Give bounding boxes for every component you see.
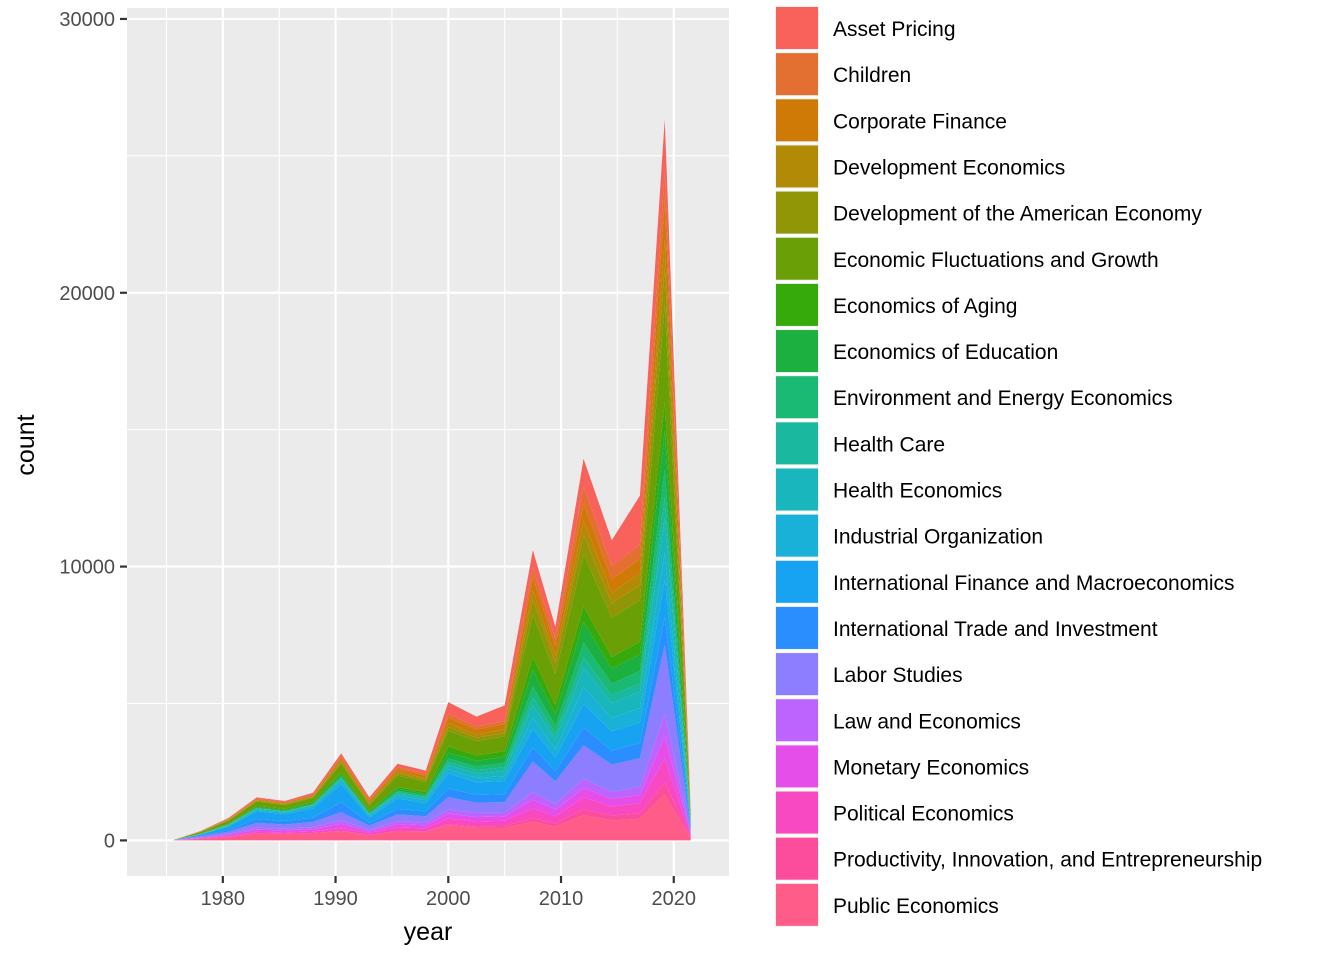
y-tick-label: 30000 <box>59 9 115 31</box>
y-tick-label: 20000 <box>59 283 115 305</box>
legend-key-swatch <box>776 883 818 926</box>
x-tick-label: 2020 <box>652 888 697 910</box>
legend-key-swatch <box>776 237 818 280</box>
legend-key-swatch <box>776 283 818 326</box>
x-tick-label: 2010 <box>539 888 584 910</box>
legend-label: International Finance and Macroeconomics <box>833 572 1235 595</box>
legend: Asset Pricing Children Corporate Finance De… <box>775 6 1262 927</box>
legend-label: Law and Economics <box>833 710 1021 733</box>
x-tick-label: 1990 <box>313 888 358 910</box>
legend-label: Environment and Energy Economics <box>833 387 1173 410</box>
area-series-economics-of-education <box>172 430 691 841</box>
legend-label: Labor Studies <box>833 664 963 687</box>
legend-label: Children <box>833 64 911 87</box>
legend-key-swatch <box>776 837 818 880</box>
legend-key-swatch <box>776 7 818 49</box>
area-series-economic-fluctuations-and-growth <box>172 304 691 841</box>
legend-label: Political Economics <box>833 803 1014 826</box>
area-series-public-economics <box>172 794 691 841</box>
x-axis-title: year <box>404 918 453 946</box>
area-series-environment-and-energy-economics <box>172 469 691 841</box>
legend-key-swatch <box>776 560 818 603</box>
legend-key-swatch <box>776 99 818 142</box>
legend-label: Public Economics <box>833 895 999 918</box>
legend-key-swatch <box>776 514 818 557</box>
legend-label: Economic Fluctuations and Growth <box>833 249 1159 272</box>
y-tick-label: 0 <box>104 830 115 852</box>
legend-label: Health Economics <box>833 480 1002 503</box>
grid-minor <box>127 8 729 876</box>
legend-label: Productivity, Innovation, and Entreprene… <box>833 849 1262 872</box>
legend-key-swatch <box>776 376 818 419</box>
legend-label: Asset Pricing <box>833 18 956 41</box>
area-series-productivity-innovation-and-entrepreneurship <box>172 782 691 841</box>
legend-key-swatch <box>776 606 818 649</box>
legend-label: Corporate Finance <box>833 110 1007 133</box>
x-tick-label: 1980 <box>201 888 246 910</box>
area-series-group <box>172 119 691 841</box>
area-series-asset-pricing <box>172 119 691 841</box>
legend-key-swatch <box>776 791 818 834</box>
legend-key-swatch <box>776 191 818 234</box>
area-series-corporate-finance <box>172 200 691 841</box>
legend-key-swatch <box>776 699 818 742</box>
legend-label: Monetary Economics <box>833 756 1029 779</box>
legend-key-swatch <box>776 422 818 465</box>
y-axis-title: count <box>12 414 40 475</box>
legend-label: Development of the American Economy <box>833 203 1202 226</box>
y-axis: 0 10000 20000 30000 <box>59 9 127 852</box>
legend-label: International Trade and Investment <box>833 618 1158 641</box>
y-tick-label: 10000 <box>59 557 115 579</box>
legend-key-swatch <box>776 468 818 511</box>
area-series-labor-studies <box>172 644 691 841</box>
area-series-development-of-the-american-economy <box>172 267 691 841</box>
area-series-health-care <box>172 497 691 841</box>
area-series-international-finance-and-macroeconomics <box>172 580 691 841</box>
legend-label: Health Care <box>833 433 945 456</box>
legend-key-swatch <box>776 53 818 96</box>
legend-key-swatch <box>776 145 818 188</box>
legend-label: Industrial Organization <box>833 526 1043 549</box>
legend-key-swatch <box>776 745 818 788</box>
area-series-political-economics <box>172 758 691 841</box>
x-axis: 1980 1990 2000 2010 2020 <box>201 876 696 910</box>
area-series-children <box>172 172 691 841</box>
legend-label: Economics of Aging <box>833 295 1017 318</box>
legend-label: Economics of Education <box>833 341 1058 364</box>
area-series-development-economics <box>172 239 691 841</box>
area-series-economics-of-aging <box>172 402 691 841</box>
legend-label: Development Economics <box>833 156 1065 179</box>
legend-key-swatch <box>776 653 818 696</box>
x-tick-label: 2000 <box>426 888 471 910</box>
legend-key-swatch <box>776 330 818 373</box>
area-series-industrial-organization <box>172 552 691 841</box>
area-series-health-economics <box>172 517 691 841</box>
